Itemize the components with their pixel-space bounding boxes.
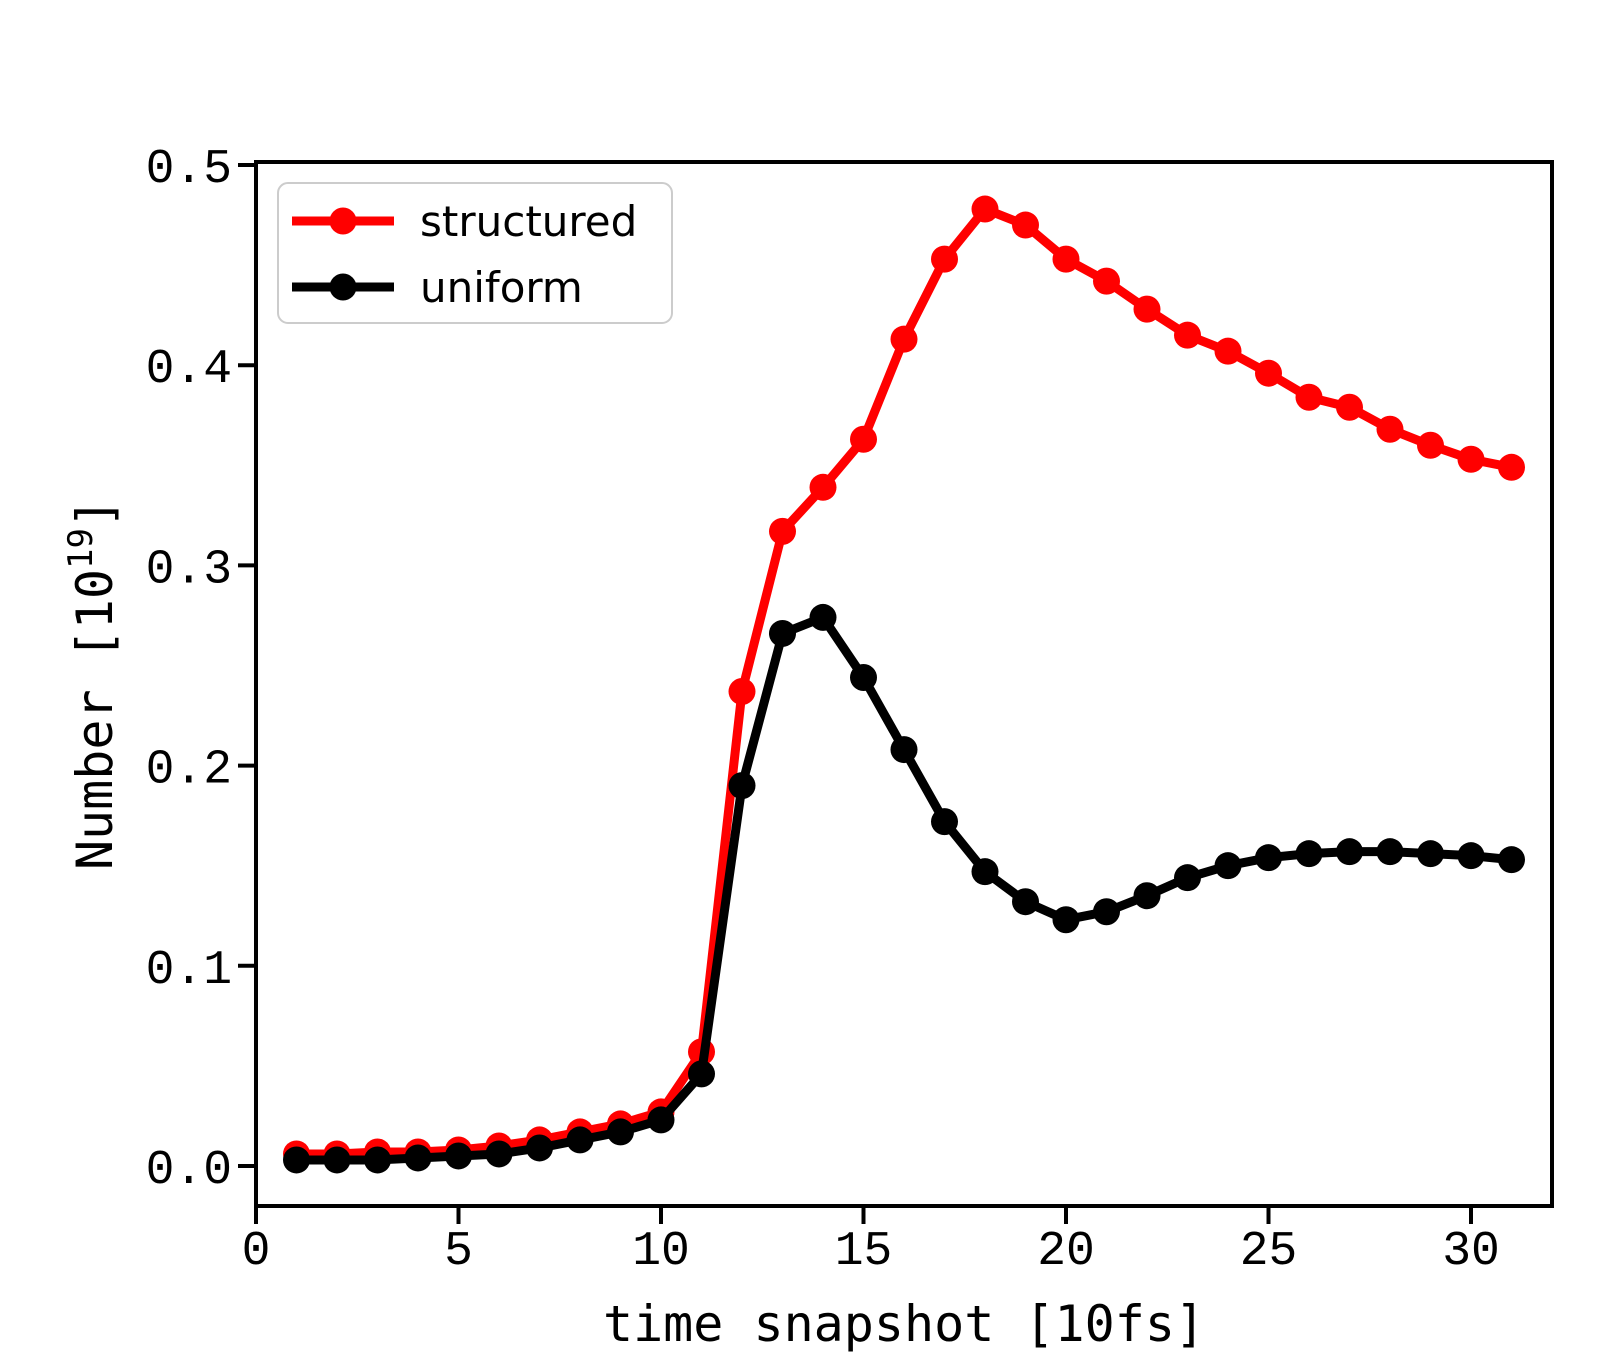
data-point-structured: [971, 195, 999, 223]
x-tick-label: 10: [632, 1225, 690, 1279]
y-axis-label: Number [1019]: [61, 498, 124, 870]
series-line-uniform: [292, 612, 1516, 1165]
data-point-structured: [1336, 393, 1363, 421]
data-point-uniform: [323, 1146, 351, 1174]
x-tick-label: 5: [444, 1225, 473, 1279]
data-point-uniform: [607, 1118, 634, 1146]
data-point-structured: [1133, 295, 1161, 323]
data-point-uniform: [1498, 846, 1525, 874]
data-point-uniform: [1417, 840, 1444, 868]
data-point-structured: [728, 678, 756, 706]
x-tick-label: 15: [835, 1225, 893, 1279]
data-point-uniform: [1174, 864, 1201, 892]
x-tick-label: 25: [1240, 1225, 1298, 1279]
data-point-structured: [1174, 321, 1201, 349]
legend-label-uniform: uniform: [420, 263, 583, 312]
data-point-uniform: [890, 736, 918, 764]
data-point-uniform: [1336, 838, 1363, 866]
data-point-uniform: [1093, 898, 1120, 926]
data-point-uniform: [769, 619, 796, 647]
y-tick-label: 0.4: [146, 343, 232, 397]
data-point-structured: [1012, 211, 1039, 239]
series-uniform: [283, 603, 1525, 1174]
data-point-structured: [850, 425, 877, 453]
data-point-uniform: [1255, 844, 1282, 872]
data-point-structured: [1255, 359, 1282, 387]
y-axis-ticks: 0.0 0.1 0.2 0.3 0.4 0.5: [146, 143, 256, 1198]
data-point-uniform: [1012, 888, 1039, 916]
x-tick-label: 30: [1442, 1225, 1500, 1279]
legend-marker-uniform: [329, 273, 357, 301]
data-point-uniform: [688, 1060, 715, 1088]
data-point-uniform: [850, 663, 877, 691]
data-point-structured: [931, 245, 958, 273]
data-point-structured: [809, 473, 837, 501]
data-point-uniform: [971, 858, 999, 886]
series-structured: [283, 195, 1525, 1168]
x-tick-label: 20: [1037, 1225, 1095, 1279]
data-point-uniform: [1295, 840, 1323, 868]
data-point-uniform: [445, 1142, 472, 1170]
y-tick-label: 0.1: [146, 944, 232, 998]
data-point-structured: [890, 325, 918, 353]
data-point-uniform: [647, 1106, 675, 1134]
data-point-structured: [1417, 431, 1444, 459]
y-tick-label: 0.2: [146, 744, 232, 798]
data-point-uniform: [526, 1134, 553, 1162]
data-point-uniform: [283, 1146, 310, 1174]
data-point-uniform: [728, 772, 756, 800]
data-point-structured: [1295, 383, 1323, 411]
data-point-uniform: [1457, 842, 1485, 870]
data-point-uniform: [1214, 852, 1242, 880]
legend-label-structured: structured: [420, 197, 637, 246]
data-point-structured: [1376, 415, 1404, 443]
data-point-structured: [1052, 245, 1080, 273]
data-point-uniform: [1376, 838, 1404, 866]
data-point-uniform: [1052, 906, 1080, 934]
data-point-uniform: [931, 808, 958, 836]
y-tick-label: 0.0: [146, 1144, 232, 1198]
legend-marker-structured: [329, 207, 357, 235]
data-point-structured: [1214, 337, 1242, 365]
plot-spines: [254, 160, 1554, 1208]
plot-area: 0 5 10 15 20 25 30 0.0 0.1 0.2 0.3 0.4 0.5: [146, 143, 1554, 1279]
x-axis-label: time snapshot [10fs]: [603, 1295, 1205, 1353]
x-tick-label: 0: [242, 1225, 271, 1279]
data-point-uniform: [485, 1140, 513, 1168]
data-point-structured: [1498, 453, 1525, 481]
legend: structured uniform: [277, 182, 673, 324]
data-point-uniform: [404, 1144, 432, 1172]
data-point-structured: [1457, 445, 1485, 473]
data-point-uniform: [364, 1146, 391, 1174]
data-point-uniform: [809, 603, 837, 631]
data-point-uniform: [1133, 882, 1161, 910]
y-tick-label: 0.3: [146, 543, 232, 597]
x-axis-ticks: 0 5 10 15 20 25 30: [242, 1206, 1500, 1279]
data-point-structured: [1093, 267, 1120, 295]
data-point-uniform: [566, 1126, 594, 1154]
y-tick-label: 0.5: [146, 143, 232, 197]
series-group: [283, 195, 1525, 1174]
data-point-structured: [769, 517, 796, 545]
